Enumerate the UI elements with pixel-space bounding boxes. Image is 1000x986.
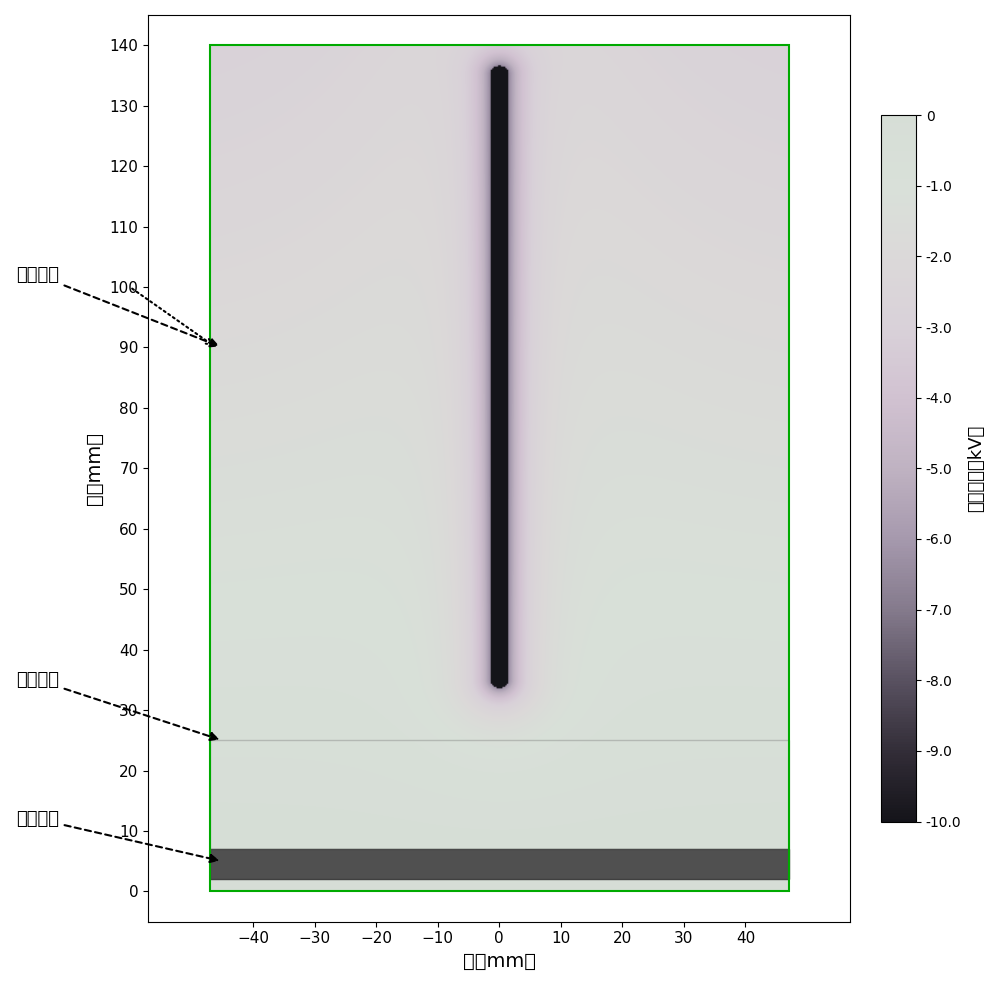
Bar: [210, 740, 789, 849]
Bar: [210, 849, 789, 880]
X-axis label: 长（mm）: 长（mm）: [463, 952, 536, 971]
Y-axis label: 宽（mm）: 宽（mm）: [85, 432, 104, 505]
Bar: [210, 45, 789, 891]
Text: 放电针极: 放电针极: [16, 266, 217, 346]
Y-axis label: 空间电势（kV）: 空间电势（kV）: [967, 425, 985, 512]
Text: 实验样品: 实验样品: [16, 670, 217, 740]
Text: 接地电极: 接地电极: [16, 810, 217, 862]
